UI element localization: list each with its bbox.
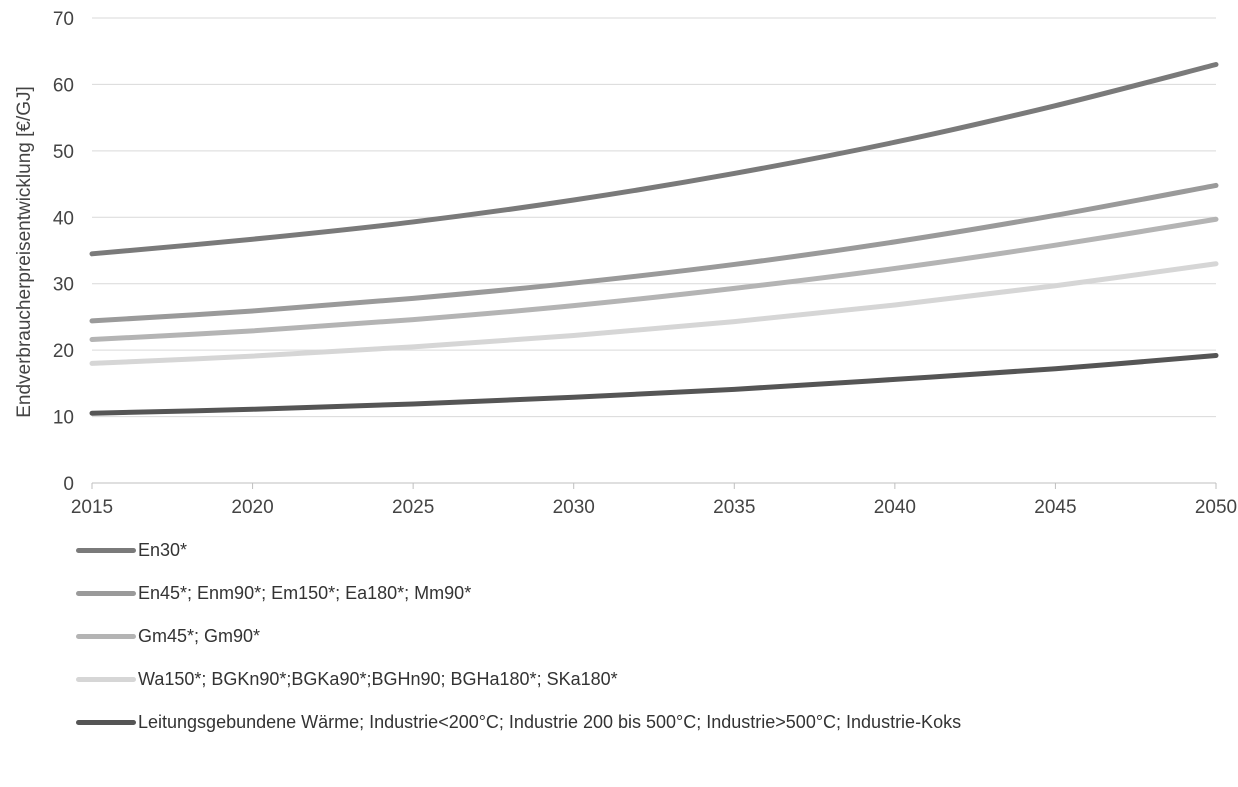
legend-swatch	[76, 634, 136, 639]
legend-swatch	[76, 548, 136, 553]
x-tick-label: 2015	[71, 497, 113, 518]
legend-label: Leitungsgebundene Wärme; Industrie<200°C…	[138, 712, 962, 732]
y-tick-label: 60	[53, 75, 74, 96]
legend-label: En30*	[138, 540, 188, 560]
series-line-3	[89, 216, 1219, 343]
legend-item: En30*	[76, 538, 1216, 562]
y-tick-label: 10	[53, 408, 74, 429]
series-line-2	[89, 182, 1219, 324]
x-tick-label: 2025	[392, 497, 434, 518]
y-tick-label: 30	[53, 275, 74, 296]
legend-label: Gm45*; Gm90*	[138, 626, 261, 646]
legend-swatch	[76, 720, 136, 725]
x-tick-label: 2045	[1034, 497, 1076, 518]
x-tick-label: 2035	[713, 497, 755, 518]
legend-item: Gm45*; Gm90*	[76, 624, 1216, 648]
y-tick-label: 50	[53, 142, 74, 163]
series-line-1	[89, 62, 1219, 257]
y-tick-label: 40	[53, 208, 74, 229]
x-tick-label: 2030	[553, 497, 595, 518]
legend: En30* En45*; Enm90*; Em150*; Ea180*; Mm90…	[76, 538, 1216, 753]
gridlines	[92, 17, 1216, 418]
legend-swatch	[76, 677, 136, 682]
legend-item: En45*; Enm90*; Em150*; Ea180*; Mm90*	[76, 581, 1216, 605]
legend-item: Leitungsgebundene Wärme; Industrie<200°C…	[76, 710, 1216, 734]
legend-swatch	[76, 591, 136, 596]
legend-item: Wa150*; BGKn90*;BGKa90*;BGHn90; BGHa180*…	[76, 667, 1216, 691]
y-tick-label: 70	[53, 9, 74, 30]
y-tick-label: 0	[63, 474, 74, 495]
y-tick-label: 20	[53, 341, 74, 362]
x-tick-label: 2040	[874, 497, 916, 518]
x-tick-label: 2020	[231, 497, 273, 518]
y-axis-label: Endverbraucherpreisentwicklung [€/GJ]	[14, 86, 35, 418]
legend-label: Wa150*; BGKn90*;BGKa90*;BGHn90; BGHa180*…	[138, 669, 618, 689]
series-line-4	[89, 261, 1219, 366]
x-tick-label: 2050	[1195, 497, 1237, 518]
series-line-5	[89, 352, 1219, 416]
legend-label: En45*; Enm90*; Em150*; Ea180*; Mm90*	[138, 583, 472, 603]
series-lines	[89, 62, 1219, 416]
